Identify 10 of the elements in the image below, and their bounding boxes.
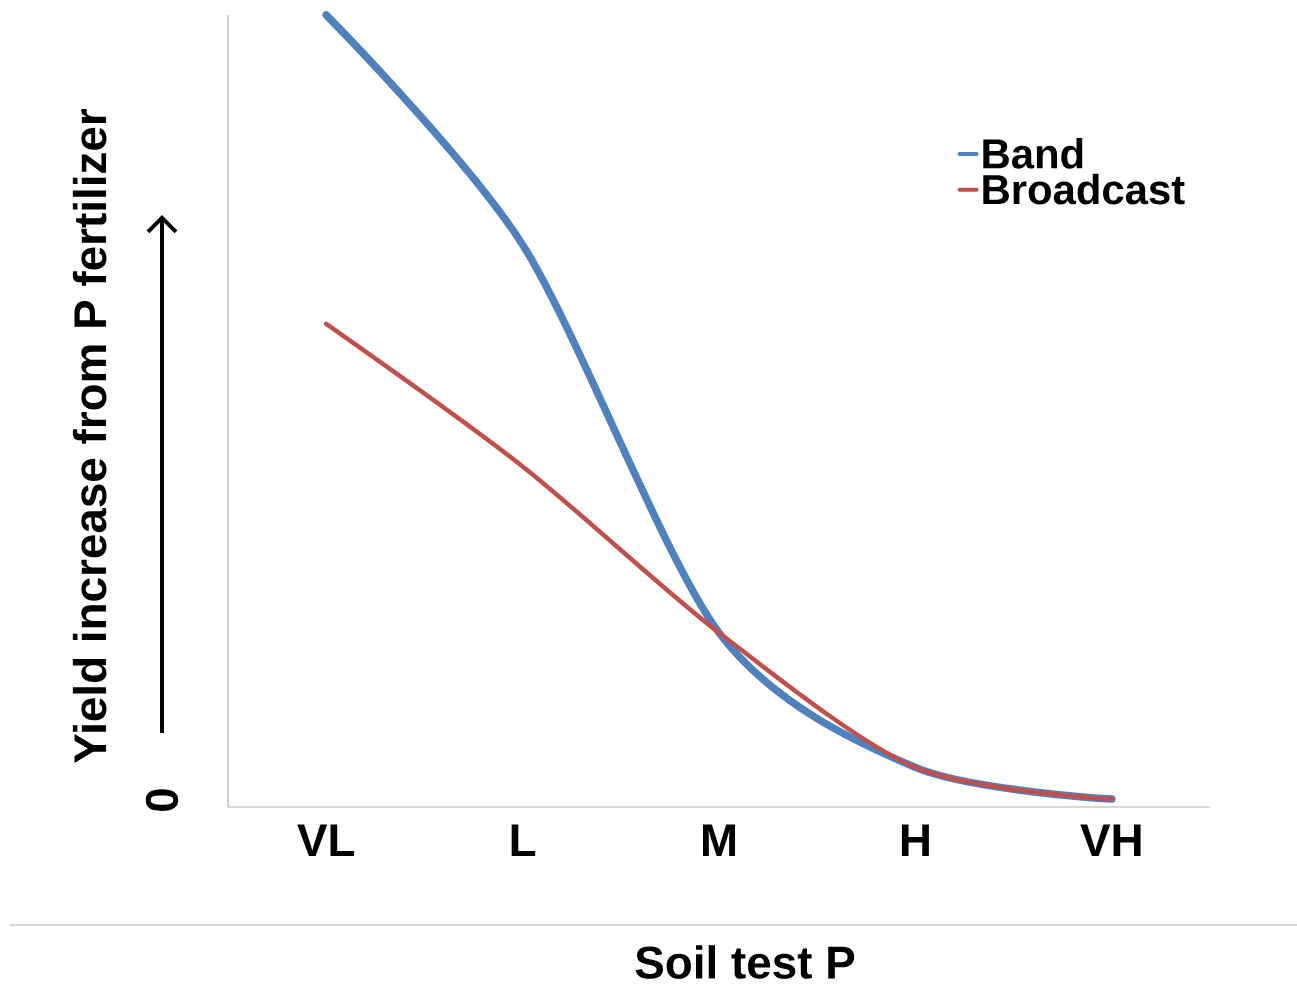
legend-label: Broadcast xyxy=(983,173,1185,205)
y-axis-title: Yield increase from P fertilizer xyxy=(72,109,107,763)
x-tick-label: L xyxy=(511,824,536,857)
x-tick-label: VL xyxy=(297,824,355,857)
x-tick-label: M xyxy=(702,824,736,857)
legend-label: Band xyxy=(983,137,1083,169)
text: 0 xyxy=(145,789,179,811)
x-tick-label: VH xyxy=(1080,824,1141,857)
x-axis-title: Soil test P xyxy=(635,945,855,979)
x-tick-label: H xyxy=(901,824,929,857)
